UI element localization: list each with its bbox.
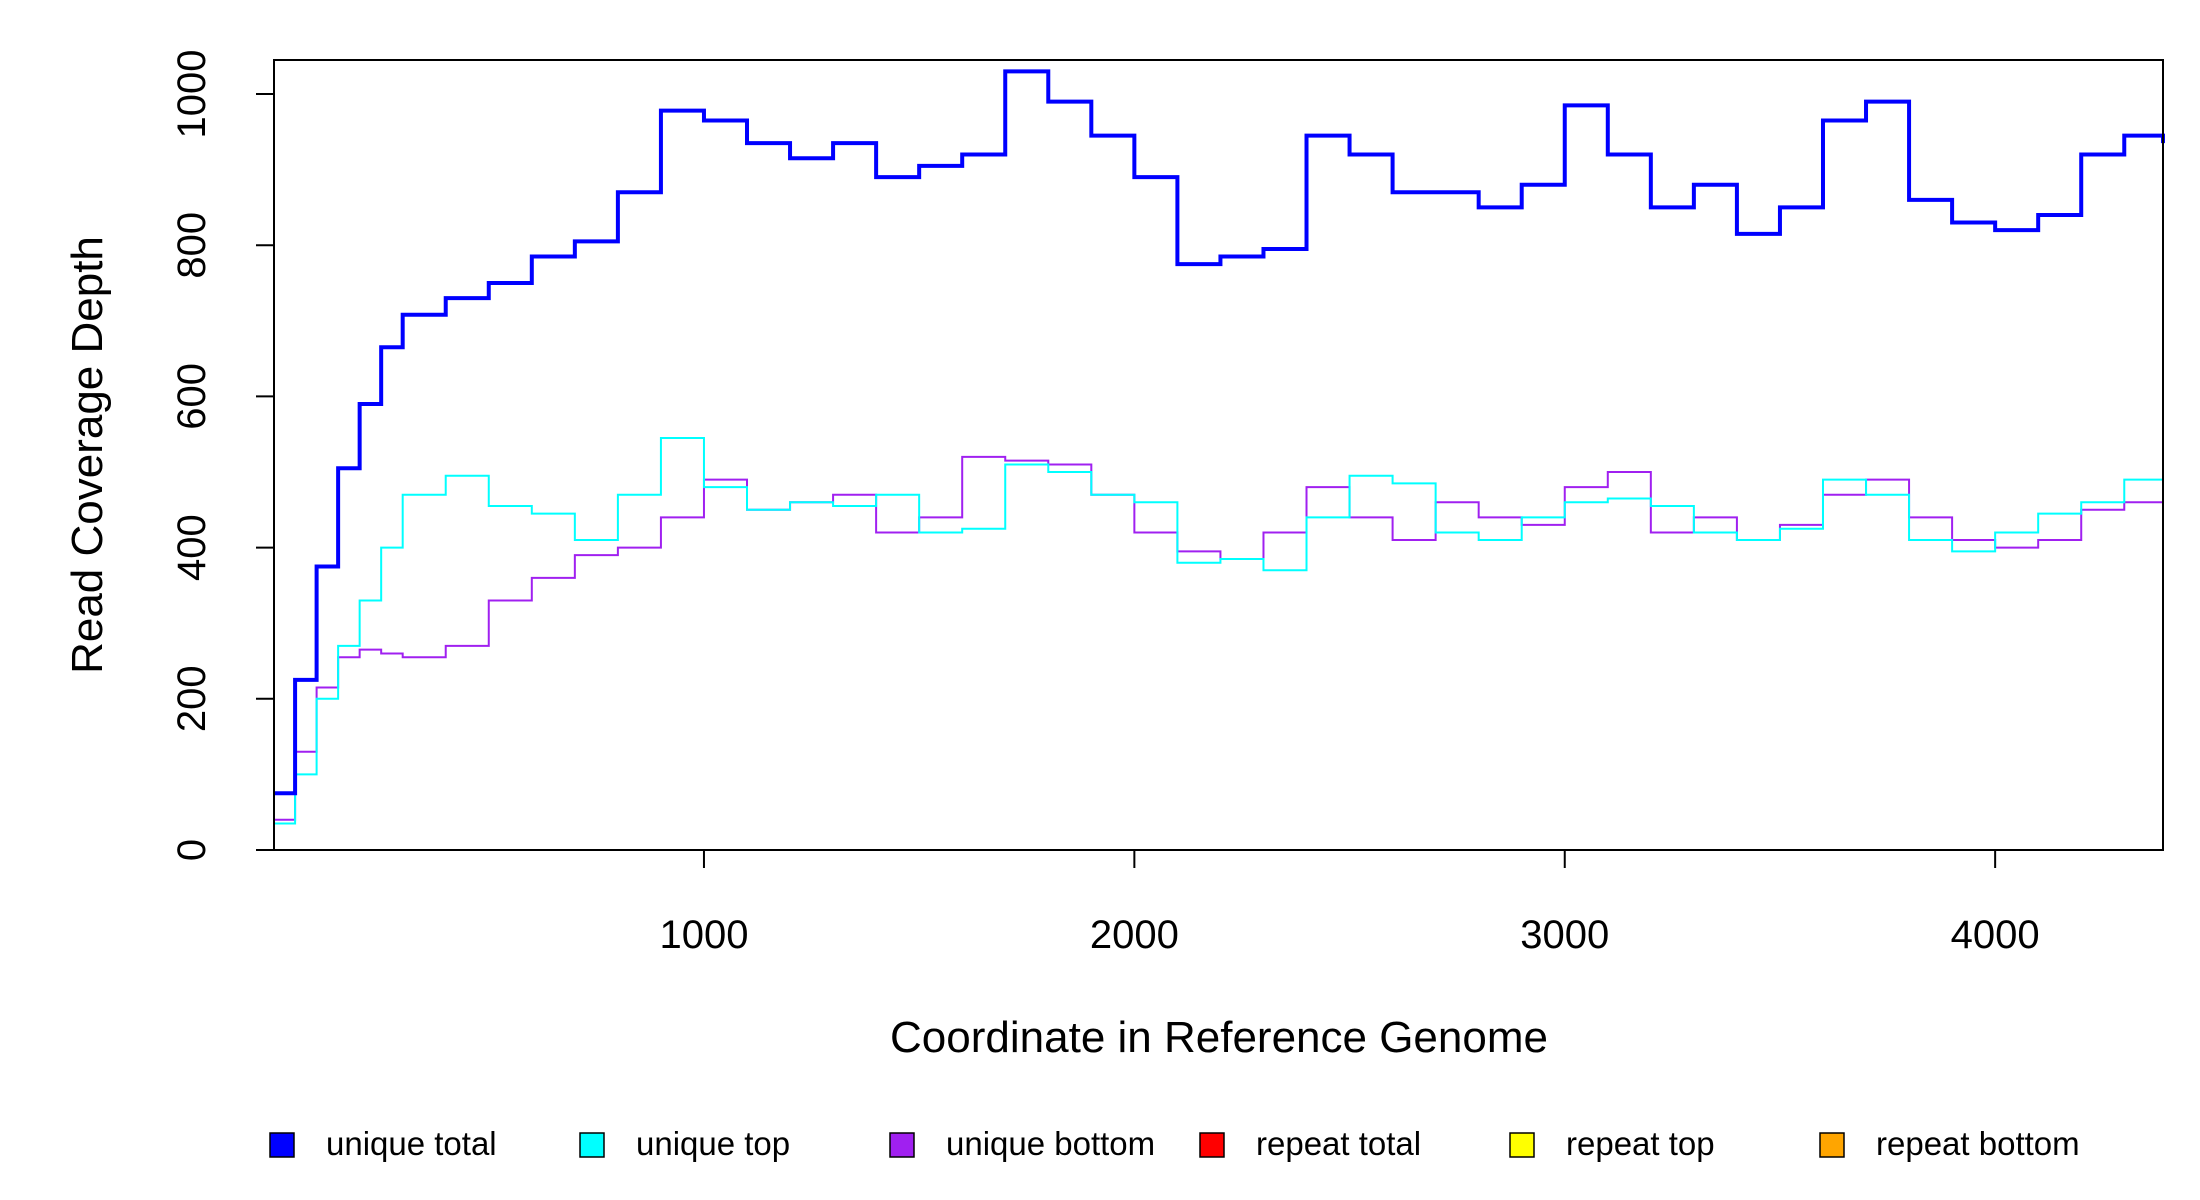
y-tick-label: 200: [170, 665, 214, 732]
legend-swatch: [1199, 1132, 1225, 1158]
legend-label: repeat top: [1566, 1125, 1715, 1162]
legend-label: unique total: [326, 1125, 497, 1162]
y-tick-label: 400: [170, 514, 214, 581]
series-line: [274, 69, 2165, 796]
series-line: [274, 455, 2163, 821]
y-tick-label: 0: [170, 839, 214, 861]
y-tick-label: 1000: [170, 50, 214, 139]
legend-swatch: [1509, 1132, 1535, 1158]
y-tick-label: 800: [170, 212, 214, 279]
y-axis-label: Read Coverage Depth: [63, 236, 112, 674]
legend-swatch: [269, 1132, 295, 1158]
legend-swatch: [1819, 1132, 1845, 1158]
legend-swatch: [889, 1132, 915, 1158]
plot-frame: [273, 59, 2164, 851]
legend-label: repeat bottom: [1876, 1125, 2080, 1162]
legend-label: unique top: [636, 1125, 790, 1162]
legend-label: repeat total: [1256, 1125, 1421, 1162]
x-tick-label: 1000: [659, 913, 748, 957]
x-tick-label: 3000: [1520, 913, 1609, 957]
legend-swatch: [579, 1132, 605, 1158]
x-tick-label: 4000: [1951, 913, 2040, 957]
series-line: [274, 436, 2164, 825]
x-tick-label: 2000: [1090, 913, 1179, 957]
legend-label: unique bottom: [946, 1125, 1155, 1162]
y-tick-label: 600: [170, 363, 214, 430]
x-axis-label: Coordinate in Reference Genome: [890, 1013, 1548, 1062]
